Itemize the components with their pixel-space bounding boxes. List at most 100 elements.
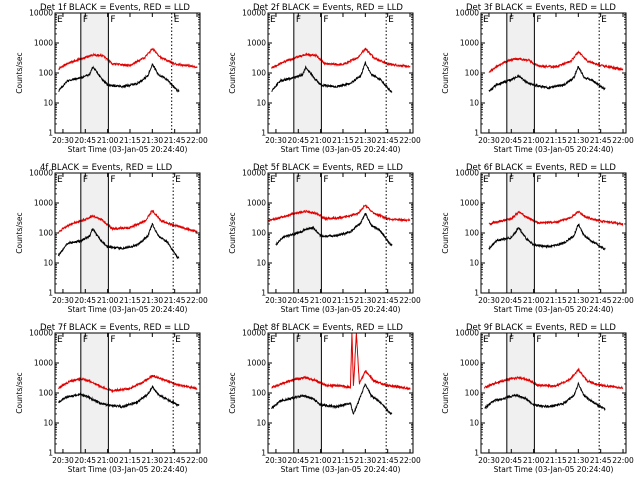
y-tick-label: 100 [465, 389, 480, 398]
y-tick-label: 1000 [247, 359, 266, 368]
marker-label: F [323, 15, 328, 25]
y-tick-label: 1 [474, 129, 479, 138]
events-series-line [488, 223, 606, 251]
x-tick-label: 20:45 [500, 456, 522, 465]
x-tick-label: 21:30 [355, 296, 377, 305]
x-tick-label: 21:15 [545, 136, 567, 145]
x-tick-label: 22:00 [399, 136, 421, 145]
events-series-line [58, 222, 180, 260]
x-tick-label: 21:00 [523, 456, 545, 465]
x-tick-label: 20:30 [265, 296, 287, 305]
y-tick-label: 10000 [29, 169, 53, 178]
marker-label: F [536, 15, 541, 25]
marker-label: E [57, 175, 63, 185]
y-axis-label: Counts/sec [15, 372, 24, 413]
y-axis-label: Counts/sec [228, 212, 237, 253]
x-tick-label: 22:00 [186, 296, 208, 305]
marker-label: F [83, 335, 88, 345]
y-axis-label: Counts/sec [228, 372, 237, 413]
marker-label: F [323, 335, 328, 345]
x-tick-label: 20:45 [500, 136, 522, 145]
x-tick-label: 20:30 [265, 136, 287, 145]
lld-series-line [267, 204, 411, 223]
y-tick-label: 100 [252, 389, 267, 398]
x-axis-label: Start Time (03-Jan-05 20:24:40) [68, 465, 188, 474]
y-tick-label: 10000 [29, 9, 53, 18]
x-tick-label: 21:00 [97, 296, 119, 305]
y-tick-label: 10000 [242, 9, 266, 18]
marker-label: F [536, 335, 541, 345]
x-axis-label: Start Time (03-Jan-05 20:24:40) [281, 145, 401, 154]
marker-label: F [110, 175, 115, 185]
y-tick-label: 100 [39, 69, 54, 78]
lld-series-line [488, 50, 624, 74]
x-tick-label: 21:45 [164, 456, 186, 465]
flare-interval-shade [80, 333, 109, 453]
x-tick-label: 20:45 [74, 136, 96, 145]
x-tick-label: 21:00 [523, 296, 545, 305]
marker-label: E [270, 175, 276, 185]
x-tick-label: 22:00 [612, 296, 634, 305]
x-axis-label: Start Time (03-Jan-05 20:24:40) [494, 465, 614, 474]
x-tick-label: 21:30 [568, 136, 590, 145]
y-tick-label: 10 [469, 99, 479, 108]
y-axis-label: Counts/sec [15, 52, 24, 93]
x-tick-label: 20:30 [52, 456, 74, 465]
x-tick-label: 20:45 [74, 456, 96, 465]
marker-label: E [270, 335, 276, 345]
y-tick-label: 100 [252, 229, 267, 238]
y-tick-label: 1 [48, 289, 53, 298]
y-tick-label: 10000 [455, 169, 479, 178]
flare-interval-shade [506, 333, 535, 453]
x-tick-label: 21:15 [119, 456, 141, 465]
y-tick-label: 10 [469, 419, 479, 428]
marker-label: E [57, 15, 63, 25]
marker-label: F [509, 15, 514, 25]
y-tick-label: 1 [48, 129, 53, 138]
y-tick-label: 1 [261, 129, 266, 138]
x-tick-label: 21:30 [142, 136, 164, 145]
marker-label: F [83, 175, 88, 185]
panel-title: Det 1f BLACK = Events, RED = LLD [40, 3, 190, 13]
y-axis-label: Counts/sec [441, 52, 450, 93]
lld-series-line [58, 47, 198, 70]
x-tick-label: 22:00 [612, 136, 634, 145]
x-tick-label: 21:15 [332, 296, 354, 305]
y-tick-label: 10 [256, 419, 266, 428]
x-tick-label: 20:45 [287, 296, 309, 305]
marker-label: E [601, 175, 607, 185]
x-tick-label: 20:30 [265, 456, 287, 465]
x-tick-label: 21:30 [142, 456, 164, 465]
events-series-line [271, 382, 393, 415]
marker-label: E [483, 175, 489, 185]
marker-label: F [83, 15, 88, 25]
x-tick-label: 21:45 [377, 296, 399, 305]
events-series-line [58, 384, 180, 409]
marker-label: F [110, 335, 115, 345]
x-tick-label: 21:00 [523, 136, 545, 145]
panel-title: Det 6f BLACK = Events, RED = LLD [466, 163, 616, 173]
y-tick-label: 10 [256, 259, 266, 268]
y-tick-label: 100 [39, 229, 54, 238]
x-tick-label: 21:45 [377, 456, 399, 465]
y-tick-label: 1 [261, 289, 266, 298]
x-tick-label: 21:45 [590, 456, 612, 465]
y-tick-label: 1000 [460, 199, 479, 208]
y-tick-label: 1000 [247, 39, 266, 48]
y-tick-label: 10 [256, 99, 266, 108]
x-tick-label: 20:30 [478, 456, 500, 465]
lld-series-line [58, 209, 198, 235]
y-axis-label: Counts/sec [441, 212, 450, 253]
x-tick-label: 21:00 [310, 296, 332, 305]
y-tick-label: 1 [261, 449, 266, 458]
x-tick-label: 21:00 [97, 456, 119, 465]
detector-panel-3: Det 3f BLACK = Events, RED = LLD E F F E 1 10 1… [441, 3, 634, 154]
y-tick-label: 10000 [455, 329, 479, 338]
x-tick-label: 21:15 [119, 136, 141, 145]
panel-title: Det 2f BLACK = Events, RED = LLD [253, 3, 403, 13]
x-tick-label: 21:45 [590, 136, 612, 145]
marker-label: F [296, 175, 301, 185]
y-tick-label: 10000 [29, 329, 53, 338]
y-tick-label: 1000 [460, 39, 479, 48]
x-tick-label: 21:15 [119, 296, 141, 305]
